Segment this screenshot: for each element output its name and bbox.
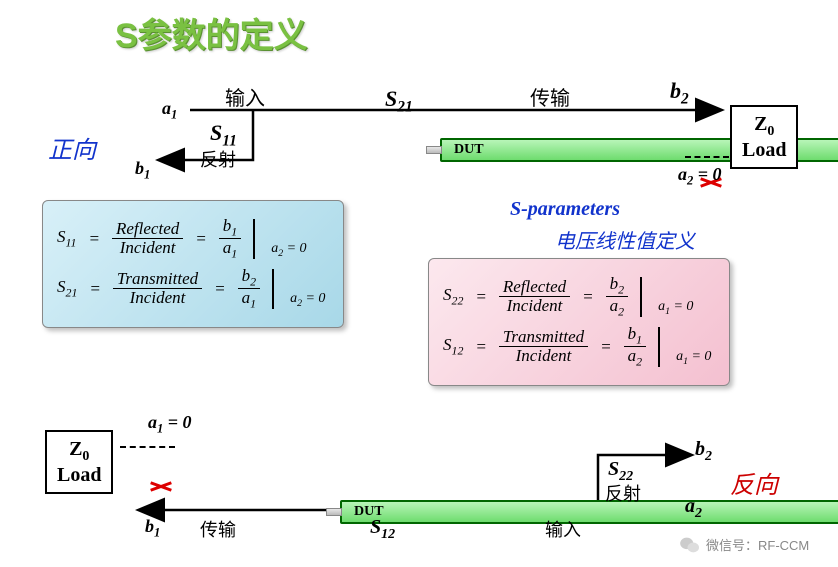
formula-box-forward: S11 = ReflectedIncident = b1a1 a2 = 0 S2… [42,200,344,328]
label-s21: S21 [385,86,413,116]
label-b2-bottom: b2 [695,438,712,465]
label-b2-top: b2 [670,78,689,108]
formula-s22: S22 = ReflectedIncident = b2a2 a1 = 0 [443,275,711,319]
label-reflect-bottom: 反射 [605,480,641,506]
label-reflect-top: 反射 [200,146,236,172]
sparam-heading: S-parameters [510,198,620,221]
formula-box-reverse: S22 = ReflectedIncident = b2a2 a1 = 0 S1… [428,258,730,386]
label-a1: a1 [162,98,177,123]
dut-bottom: DUT [340,500,838,524]
forward-label: 正向 [48,130,96,165]
wechat-icon [680,536,700,554]
voltdef-heading: 电压线性值定义 [555,225,695,254]
dash-top [685,156,729,158]
label-a2-bottom: a2 [685,495,702,522]
reverse-label: 反向 [730,465,778,500]
z0-load-top: Z0Load [730,105,798,169]
label-input: 输入 [225,82,265,111]
z0-load-bottom: Z0Load [45,430,113,494]
label-input-bottom: 输入 [545,516,581,542]
watermark: 微信号：RF-CCM [680,535,809,554]
dash-bottom [120,446,175,448]
page-title: S参数的定义 [115,8,308,57]
formula-s21: S21 = TransmittedIncident = b2a1 a2 = 0 [57,267,325,311]
label-transmit-bottom: 传输 [200,516,236,542]
x-a1-bottom [150,478,172,492]
label-b1-top: b1 [135,158,150,183]
formula-s12: S12 = TransmittedIncident = b1a2 a1 = 0 [443,325,711,369]
label-a2-zero-top: a2 = 0 [678,164,722,189]
label-b1-bottom: b1 [145,516,160,541]
label-s12: S12 [370,516,395,543]
formula-s11: S11 = ReflectedIncident = b1a1 a2 = 0 [57,217,325,261]
label-transmit-top: 传输 [530,82,570,111]
label-a1-zero-bottom: a1 = 0 [148,412,192,437]
